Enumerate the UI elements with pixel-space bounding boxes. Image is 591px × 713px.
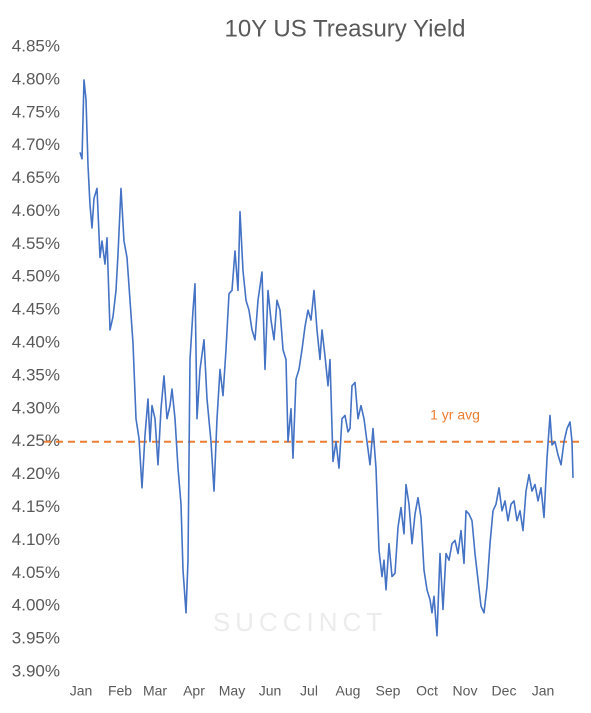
x-tick-label: Nov bbox=[453, 683, 478, 699]
y-tick-label: 4.40% bbox=[12, 333, 60, 352]
y-tick-label: 4.15% bbox=[12, 497, 60, 516]
reference-label: 1 yr avg bbox=[430, 406, 480, 422]
y-tick-label: 4.10% bbox=[12, 530, 60, 549]
y-tick-label: 4.05% bbox=[12, 563, 60, 582]
y-tick-label: 4.30% bbox=[12, 398, 60, 417]
y-tick-label: 4.25% bbox=[12, 431, 60, 450]
chart-title: 10Y US Treasury Yield bbox=[224, 15, 465, 42]
x-tick-label: Jan bbox=[70, 683, 93, 699]
x-tick-label: Apr bbox=[183, 683, 205, 699]
y-tick-label: 4.60% bbox=[12, 201, 60, 220]
watermark: SUCCINCT bbox=[213, 607, 387, 637]
y-tick-label: 3.90% bbox=[12, 661, 60, 680]
y-tick-label: 4.45% bbox=[12, 300, 60, 319]
y-tick-label: 4.35% bbox=[12, 365, 60, 384]
y-tick-label: 4.80% bbox=[12, 69, 60, 88]
x-tick-label: Feb bbox=[108, 683, 132, 699]
x-tick-label: Jun bbox=[259, 683, 282, 699]
x-tick-label: Oct bbox=[416, 683, 438, 699]
x-tick-label: May bbox=[219, 683, 245, 699]
y-tick-label: 4.70% bbox=[12, 135, 60, 154]
x-tick-label: Dec bbox=[492, 683, 517, 699]
y-tick-label: 4.20% bbox=[12, 464, 60, 483]
x-tick-label: Jan bbox=[532, 683, 555, 699]
y-tick-label: 4.00% bbox=[12, 596, 60, 615]
y-tick-label: 4.55% bbox=[12, 234, 60, 253]
y-tick-label: 4.85% bbox=[12, 36, 60, 55]
y-tick-label: 4.75% bbox=[12, 102, 60, 121]
x-tick-label: Jul bbox=[300, 683, 318, 699]
x-tick-label: Aug bbox=[336, 683, 361, 699]
line bbox=[79, 79, 574, 637]
x-tick-label: Sep bbox=[376, 683, 401, 699]
y-tick-label: 3.95% bbox=[12, 629, 60, 648]
x-tick-label: Mar bbox=[143, 683, 167, 699]
y-tick-label: 4.50% bbox=[12, 267, 60, 286]
y-tick-label: 4.65% bbox=[12, 168, 60, 187]
